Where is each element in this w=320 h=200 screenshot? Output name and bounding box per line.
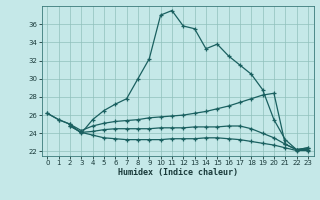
X-axis label: Humidex (Indice chaleur): Humidex (Indice chaleur): [118, 168, 237, 177]
